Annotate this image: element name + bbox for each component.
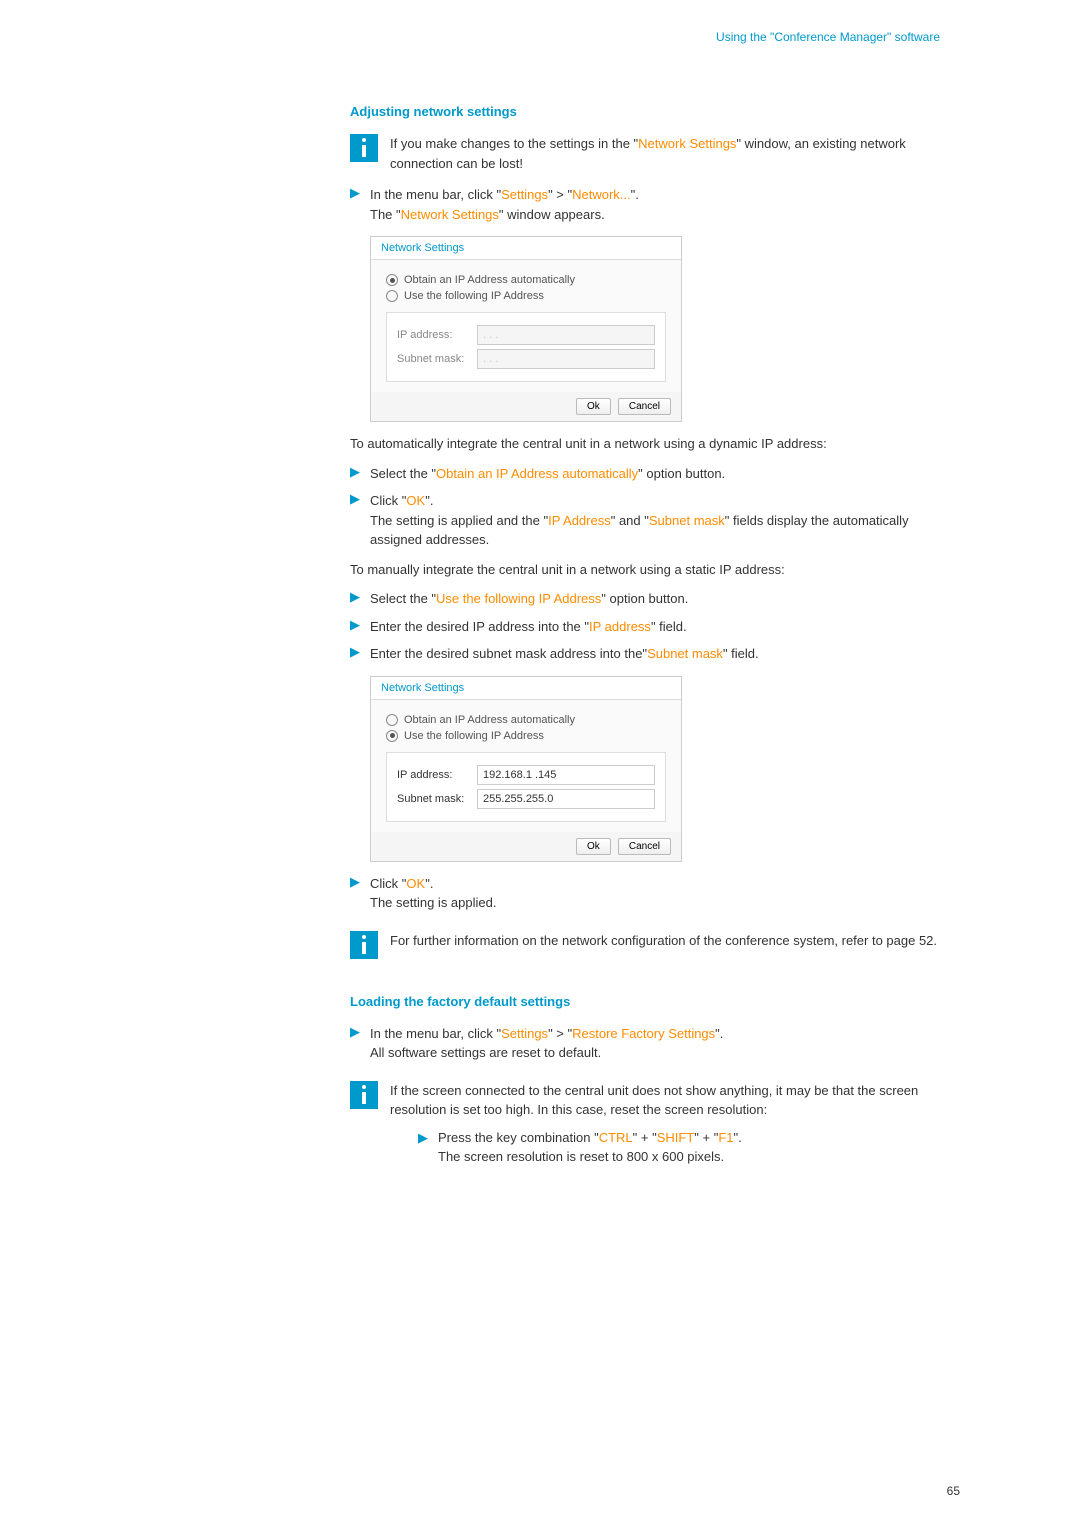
ip-label: IP address: bbox=[397, 329, 477, 341]
step-text: Press the key combination "CTRL" + "SHIF… bbox=[438, 1128, 742, 1167]
cancel-button[interactable]: Cancel bbox=[618, 398, 671, 415]
ip-input[interactable]: 192.168.1 .145 bbox=[477, 765, 655, 785]
cancel-button[interactable]: Cancel bbox=[618, 838, 671, 855]
info-text: If you make changes to the settings in t… bbox=[390, 134, 940, 173]
dialog-network-2: Network Settings Obtain an IP Address au… bbox=[370, 676, 682, 862]
radio-manual[interactable] bbox=[386, 730, 398, 742]
info-icon bbox=[350, 1081, 378, 1109]
step-text: Enter the desired IP address into the "I… bbox=[370, 617, 687, 637]
mask-label: Subnet mask: bbox=[397, 353, 477, 365]
arrow-icon: ▶ bbox=[350, 617, 360, 633]
ip-input[interactable]: . . . bbox=[477, 325, 655, 345]
info-icon bbox=[350, 931, 378, 959]
step-text: Click "OK". The setting is applied and t… bbox=[370, 491, 940, 550]
arrow-icon: ▶ bbox=[418, 1128, 428, 1148]
dialog-title: Network Settings bbox=[371, 677, 681, 700]
step-text: Select the "Obtain an IP Address automat… bbox=[370, 464, 725, 484]
arrow-icon: ▶ bbox=[350, 491, 360, 507]
arrow-icon: ▶ bbox=[350, 185, 360, 201]
info-text: If the screen connected to the central u… bbox=[390, 1081, 940, 1175]
arrow-icon: ▶ bbox=[350, 644, 360, 660]
arrow-icon: ▶ bbox=[350, 589, 360, 605]
step-text: Click "OK". The setting is applied. bbox=[370, 874, 496, 913]
arrow-icon: ▶ bbox=[350, 1024, 360, 1040]
mask-input[interactable]: . . . bbox=[477, 349, 655, 369]
step-text: In the menu bar, click "Settings" > "Res… bbox=[370, 1024, 723, 1063]
body-text: To automatically integrate the central u… bbox=[350, 434, 940, 454]
step-text: Select the "Use the following IP Address… bbox=[370, 589, 688, 609]
ip-label: IP address: bbox=[397, 769, 477, 781]
step-text: In the menu bar, click "Settings" > "Net… bbox=[370, 185, 639, 224]
ok-button[interactable]: Ok bbox=[576, 838, 611, 855]
body-text: To manually integrate the central unit i… bbox=[350, 560, 940, 580]
radio-auto[interactable] bbox=[386, 274, 398, 286]
info-icon bbox=[350, 134, 378, 162]
radio-manual[interactable] bbox=[386, 290, 398, 302]
section-title-network: Adjusting network settings bbox=[350, 104, 960, 119]
radio-auto[interactable] bbox=[386, 714, 398, 726]
arrow-icon: ▶ bbox=[350, 464, 360, 480]
mask-label: Subnet mask: bbox=[397, 793, 477, 805]
dialog-title: Network Settings bbox=[371, 237, 681, 260]
ok-button[interactable]: Ok bbox=[576, 398, 611, 415]
info-text: For further information on the network c… bbox=[390, 931, 937, 951]
page-number: 65 bbox=[947, 1484, 960, 1498]
arrow-icon: ▶ bbox=[350, 874, 360, 890]
step-text: Enter the desired subnet mask address in… bbox=[370, 644, 759, 664]
section-title-factory: Loading the factory default settings bbox=[350, 994, 960, 1009]
page-header: Using the "Conference Manager" software bbox=[120, 30, 960, 44]
mask-input[interactable]: 255.255.255.0 bbox=[477, 789, 655, 809]
dialog-network-1: Network Settings Obtain an IP Address au… bbox=[370, 236, 682, 422]
